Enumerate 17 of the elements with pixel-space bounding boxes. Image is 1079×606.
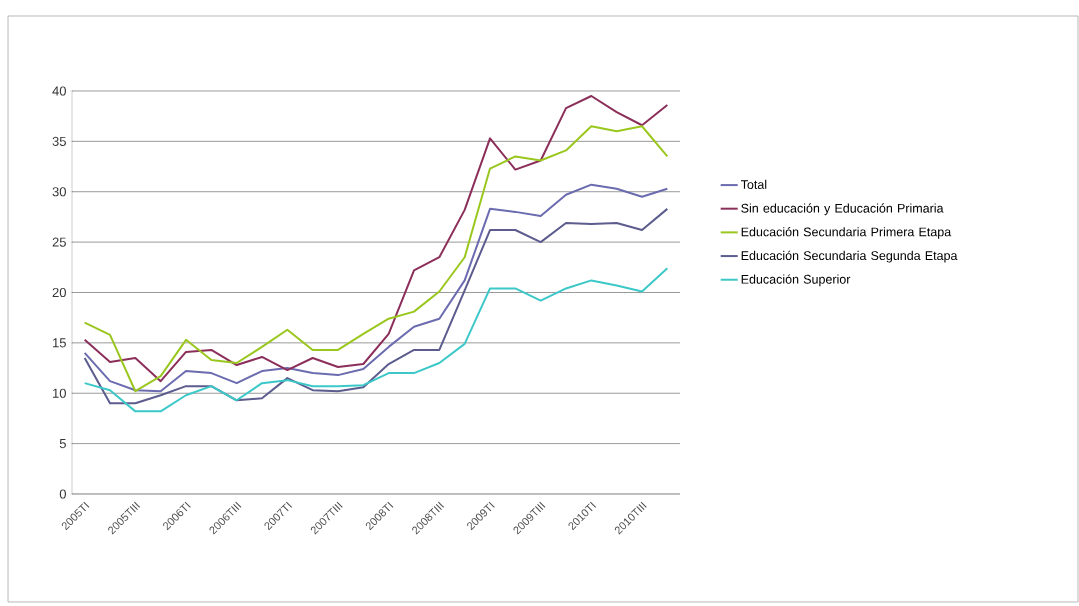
y-tick-label: 25 [52,237,66,247]
legend-label: Educación Secundaria Segunda Etapa [741,250,958,263]
y-tick-label: 20 [52,287,66,298]
legend-label: Sin educación y Educación Primaria [741,203,944,216]
legend-label: Educación Superior [741,274,851,287]
y-tick-label: 35 [52,136,66,146]
line-series [83,207,669,405]
y-tick-label: 30 [52,187,66,197]
y-tick-label: 15 [53,338,66,348]
line-series [83,183,669,393]
y-tick-label: 0 [59,489,66,499]
legend-label: Educación Secundaria Primera Etapa [741,227,952,239]
legend-label: Total [740,179,767,189]
y-tick-label: 10 [53,388,66,398]
line-series [83,267,669,413]
y-tick-label: 5 [59,439,66,449]
y-tick-label: 40 [52,86,66,96]
